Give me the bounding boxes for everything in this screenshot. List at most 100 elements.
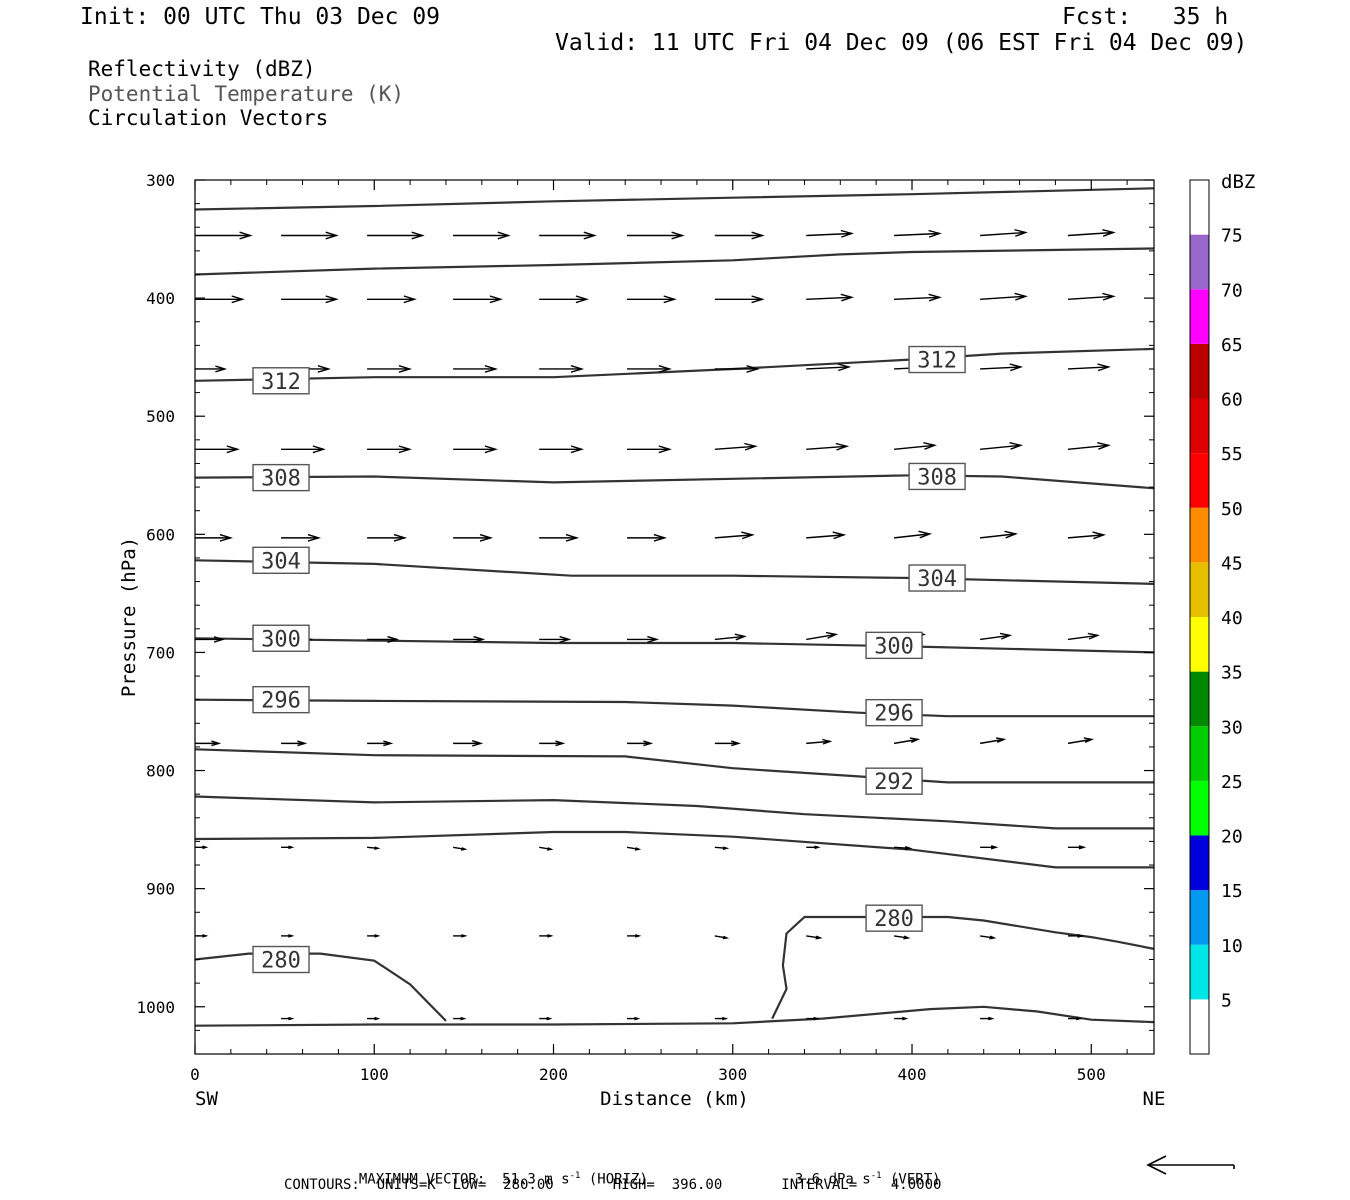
circulation-vector <box>367 445 412 454</box>
colorbar-level-label: 50 <box>1221 499 1243 520</box>
circulation-vector <box>539 846 554 851</box>
circulation-vector <box>714 295 765 304</box>
circulation-vector <box>1067 845 1087 850</box>
endpoint-left: SW <box>195 1088 218 1110</box>
circulation-vector <box>281 1016 295 1021</box>
circulation-vector <box>195 231 253 240</box>
circulation-vector <box>626 934 642 938</box>
colorbar-band <box>1190 726 1209 781</box>
field-circulation-vectors: Circulation Vectors <box>88 106 329 130</box>
y-tick-label: 900 <box>146 880 175 899</box>
circulation-vector <box>980 632 1013 641</box>
circulation-vector <box>980 292 1028 301</box>
circulation-vector <box>539 635 572 643</box>
plot-area <box>195 187 1154 1027</box>
colorbar-level-label: 45 <box>1221 553 1243 574</box>
circulation-vector <box>367 1016 381 1021</box>
circulation-vector <box>980 442 1024 450</box>
circulation-vector <box>539 445 585 454</box>
x-tick-label: 400 <box>898 1065 927 1084</box>
contour-label: 304 <box>908 564 966 592</box>
circulation-vector <box>1067 933 1085 938</box>
contour-label-text: 300 <box>261 627 301 652</box>
circulation-vector <box>980 845 999 850</box>
contour-284 <box>195 830 1154 869</box>
colorbar-level-label: 5 <box>1221 990 1232 1011</box>
colorbar-level-label: 75 <box>1221 226 1243 247</box>
vert-exponent: -1 <box>870 1171 882 1181</box>
colorbar-level-label: 40 <box>1221 608 1243 629</box>
colorbar-band <box>1190 999 1209 1054</box>
contour-308 <box>195 474 1154 490</box>
colorbar-level-label: 10 <box>1221 936 1243 957</box>
circulation-vector <box>714 442 758 451</box>
circulation-vector <box>714 231 765 240</box>
horiz-exponent: -1 <box>569 1171 581 1181</box>
circulation-vector <box>367 295 417 304</box>
contour-280 <box>195 952 447 1022</box>
circulation-vector <box>1067 292 1116 301</box>
contour-312 <box>195 347 1154 382</box>
circulation-vector <box>1067 632 1100 641</box>
colorbar-band <box>1190 835 1209 891</box>
circulation-vector <box>367 231 425 240</box>
x-tick-label: 0 <box>190 1065 200 1084</box>
circulation-vector <box>980 530 1019 539</box>
circulation-vector <box>539 533 580 542</box>
colorbar-level-label: 35 <box>1221 663 1243 684</box>
field-potential-temperature: Potential Temperature (K) <box>88 82 405 106</box>
circulation-vector <box>714 846 730 850</box>
circulation-vector <box>539 740 566 747</box>
colorbar-level-label: 25 <box>1221 772 1243 793</box>
circulation-vector <box>980 935 997 940</box>
y-axis-label: Pressure (hPa) <box>118 537 140 697</box>
circulation-vector <box>980 1016 995 1021</box>
circulation-vector <box>195 636 226 643</box>
contour-label: 312 <box>252 367 310 395</box>
max-vector-horizontal: MAXIMUM VECTOR: 51.3 m s <box>358 1171 570 1188</box>
contour-label: 280 <box>865 904 923 932</box>
circulation-vector <box>1067 229 1116 237</box>
circulation-vector <box>626 635 660 643</box>
contour-316 <box>195 247 1154 276</box>
colorbar-level-label: 15 <box>1221 881 1243 902</box>
circulation-vector <box>626 533 668 542</box>
x-tick-label: 300 <box>718 1065 747 1084</box>
circulation-vector <box>626 846 642 851</box>
circulation-vector <box>893 737 921 745</box>
contour-label: 312 <box>908 345 966 374</box>
colorbar-unit-label: dBZ <box>1221 171 1255 193</box>
circulation-vector <box>626 295 677 304</box>
contour-label-text: 300 <box>874 634 914 659</box>
init-time: Init: 00 UTC Thu 03 Dec 09 <box>80 4 441 30</box>
colorbar-band <box>1190 343 1209 399</box>
circulation-vector <box>806 229 855 238</box>
circulation-vector <box>453 1016 467 1021</box>
circulation-vector <box>806 293 855 302</box>
circulation-vector <box>893 935 911 940</box>
circulation-vector <box>714 740 742 747</box>
colorbar-band <box>1190 890 1209 945</box>
contour-label: 280 <box>252 945 310 974</box>
circulation-vector <box>714 365 760 373</box>
circulation-vector <box>539 934 554 938</box>
circulation-vector <box>980 363 1024 372</box>
colorbar-band <box>1190 453 1209 508</box>
max-vector-vertical: 3.6 dPa s-1 (VERT) <box>778 1158 941 1187</box>
circulation-vector <box>195 533 234 542</box>
circulation-vector <box>195 445 240 454</box>
contour-label-text: 308 <box>917 465 957 490</box>
colorbar-level-label: 30 <box>1221 717 1243 738</box>
colorbar-level-label: 55 <box>1221 444 1243 465</box>
contour-label-text: 304 <box>261 549 301 574</box>
circulation-vector <box>281 845 295 850</box>
circulation-vector <box>367 846 381 850</box>
circulation-vector <box>626 231 685 240</box>
circulation-vector <box>980 737 1007 745</box>
circulation-vector <box>714 531 755 540</box>
vert-label: (VERT) <box>881 1171 941 1188</box>
circulation-vector <box>453 533 494 542</box>
colorbar-band <box>1190 617 1209 672</box>
colorbar-band <box>1190 289 1209 344</box>
